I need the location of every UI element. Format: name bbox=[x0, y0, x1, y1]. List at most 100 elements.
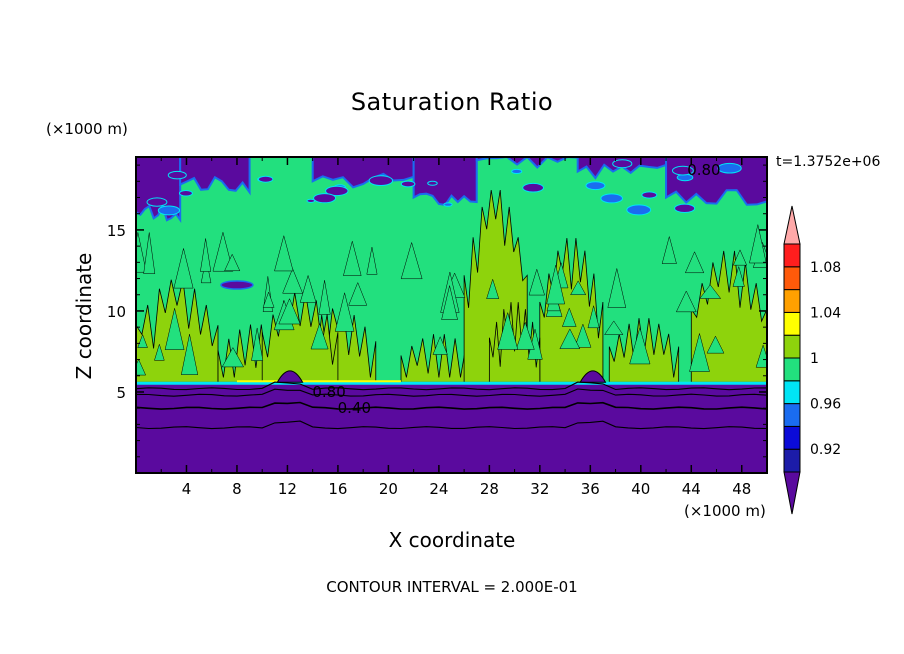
contour-interval-note: CONTOUR INTERVAL = 2.000E-01 bbox=[326, 578, 578, 596]
x-tick-label: 16 bbox=[328, 480, 347, 498]
dry-patch bbox=[157, 205, 181, 216]
texture-spike bbox=[574, 323, 592, 348]
texture-spike bbox=[334, 292, 355, 332]
x-tick-label: 12 bbox=[278, 480, 297, 498]
upper-dry-region bbox=[179, 157, 251, 196]
contour-field: 0.800.400.80 bbox=[136, 157, 767, 473]
colorbar-segment bbox=[783, 266, 801, 291]
colorbar-segment bbox=[783, 448, 801, 473]
texture-spike bbox=[278, 298, 301, 325]
texture-spike bbox=[515, 321, 535, 350]
colorbar-segment bbox=[783, 425, 801, 450]
texture-spike bbox=[318, 280, 331, 315]
contour-line bbox=[136, 401, 767, 410]
colorbar-label: 1 bbox=[810, 351, 819, 367]
contour-line bbox=[136, 388, 767, 397]
dry-patch bbox=[443, 202, 453, 207]
x-axis-unit: (×1000 m) bbox=[684, 502, 766, 520]
texture-spike bbox=[154, 343, 165, 361]
texture-spike bbox=[136, 358, 147, 376]
texture-spike bbox=[607, 268, 627, 308]
texture-spike bbox=[528, 268, 545, 296]
colorbar-top-arrow bbox=[783, 205, 801, 245]
texture-spike bbox=[274, 234, 294, 272]
colorbar-segment bbox=[783, 289, 801, 313]
y-tick-label: 5 bbox=[116, 384, 126, 402]
contour-line bbox=[136, 420, 767, 430]
contour-label: 0.80 bbox=[687, 161, 720, 179]
x-tick-label: 4 bbox=[182, 480, 192, 498]
contour-label: 0.80 bbox=[312, 383, 345, 401]
texture-spike bbox=[546, 265, 566, 305]
x-axis-label: X coordinate bbox=[388, 528, 516, 552]
colorbar: 0.92 0.96 1 1.04 1.08 bbox=[783, 205, 841, 515]
x-tick-label: 48 bbox=[732, 480, 751, 498]
colorbar-label: 1.08 bbox=[810, 260, 841, 276]
dry-patch bbox=[220, 280, 254, 290]
colorbar-segment bbox=[783, 243, 801, 268]
texture-spike bbox=[137, 333, 148, 348]
colorbar-segment bbox=[783, 403, 801, 427]
dry-patch bbox=[368, 175, 394, 187]
texture-spike bbox=[497, 311, 519, 350]
texture-spike bbox=[684, 251, 705, 274]
x-tick-label: 44 bbox=[682, 480, 701, 498]
texture-spike bbox=[366, 247, 378, 275]
dry-patch bbox=[146, 197, 168, 207]
colorbar-segment bbox=[783, 357, 801, 382]
dry-patch bbox=[600, 193, 623, 204]
dry-bump bbox=[579, 370, 607, 383]
upper-dry-region bbox=[412, 157, 478, 206]
texture-spike bbox=[262, 291, 275, 308]
x-tick-label: 8 bbox=[232, 480, 242, 498]
dry-patch bbox=[400, 180, 416, 188]
dry-patch bbox=[178, 190, 193, 197]
x-tick-label: 20 bbox=[379, 480, 398, 498]
texture-spike bbox=[587, 305, 600, 329]
x-tick-label: 28 bbox=[480, 480, 499, 498]
texture-spike bbox=[173, 248, 194, 289]
texture-spike bbox=[441, 285, 458, 320]
dry-patch bbox=[641, 191, 658, 199]
texture-spike bbox=[486, 278, 500, 299]
colorbar-label: 1.04 bbox=[810, 305, 841, 321]
texture-spike bbox=[732, 265, 745, 287]
colorbar-segment bbox=[783, 311, 801, 336]
dry-patch bbox=[717, 162, 742, 174]
texture-spike bbox=[706, 335, 725, 354]
dry-patch bbox=[257, 175, 274, 183]
chart-title: Saturation Ratio bbox=[350, 88, 554, 116]
texture-spike bbox=[221, 347, 245, 368]
time-label: t=1.3752e+06 bbox=[776, 154, 881, 170]
colorbar-segment bbox=[783, 334, 801, 359]
contour-label: 0.40 bbox=[338, 399, 371, 417]
texture-spike bbox=[732, 249, 748, 266]
texture-spike bbox=[570, 280, 587, 296]
plot-frame bbox=[135, 156, 768, 474]
colorbar-bottom-arrow bbox=[783, 471, 801, 515]
x-tick-label: 36 bbox=[581, 480, 600, 498]
texture-spike bbox=[675, 290, 697, 313]
texture-spike bbox=[699, 284, 722, 299]
texture-spike bbox=[562, 307, 577, 327]
texture-spike bbox=[282, 267, 303, 294]
x-tick-label: 32 bbox=[530, 480, 549, 498]
supersaturated-plume bbox=[261, 292, 339, 383]
y-tick-label: 15 bbox=[107, 222, 126, 240]
texture-spike bbox=[143, 232, 156, 274]
upper-dry-region bbox=[576, 157, 668, 180]
dry-patch bbox=[626, 204, 652, 216]
colorbar-label: 0.92 bbox=[810, 442, 841, 458]
dry-patch bbox=[522, 182, 545, 193]
texture-spike bbox=[310, 322, 329, 350]
texture-spike bbox=[661, 235, 677, 264]
contour-line bbox=[136, 381, 767, 391]
texture-spike bbox=[180, 334, 199, 375]
texture-spike bbox=[224, 253, 241, 272]
dry-patch bbox=[313, 193, 337, 204]
texture-spike bbox=[200, 238, 212, 272]
texture-spike bbox=[689, 332, 710, 372]
texture-spike bbox=[400, 241, 423, 280]
